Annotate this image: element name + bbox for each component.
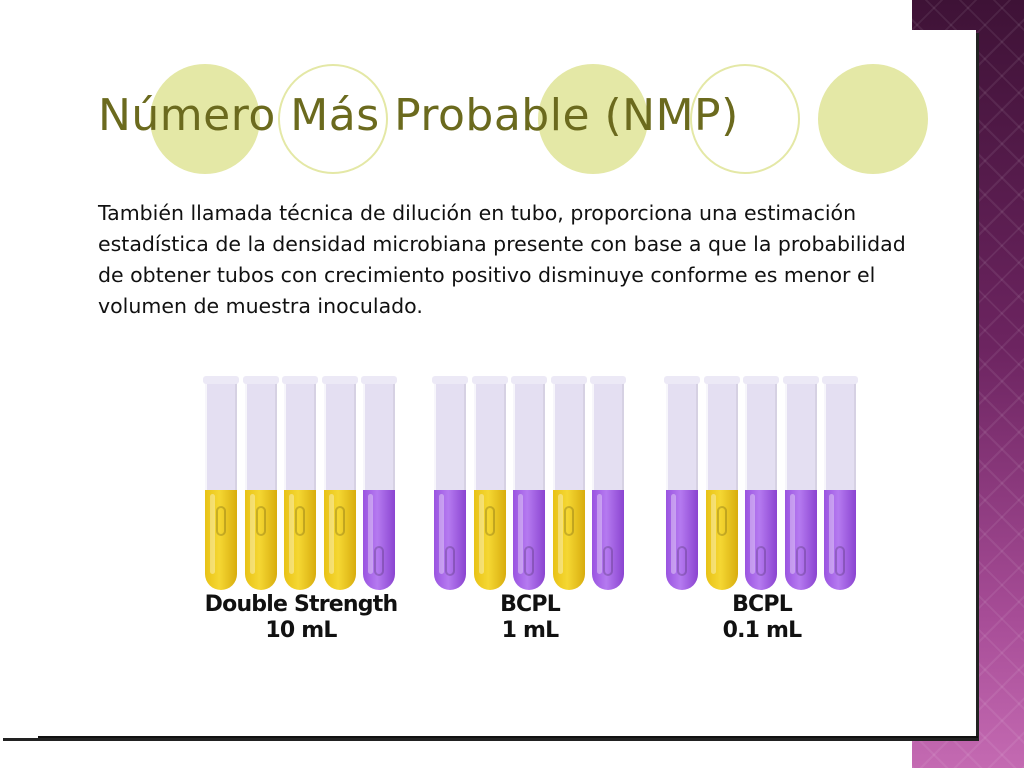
tube-liquid (666, 490, 698, 590)
durham-tube (334, 506, 345, 536)
durham-tube (835, 546, 845, 576)
durham-tube (716, 506, 727, 536)
durham-tube (374, 546, 384, 576)
tube-rim (432, 376, 468, 384)
durham-tube (524, 546, 534, 576)
test-tube-yellow (203, 376, 239, 590)
tube-liquid (363, 490, 395, 590)
tube-liquid (552, 490, 585, 590)
tube-rim (743, 376, 779, 384)
test-tube-yellow (471, 376, 508, 590)
tube-rim (511, 376, 547, 384)
tube-liquid (513, 490, 545, 590)
test-tube-purple (822, 376, 858, 590)
tube-group-label: Double Strength 10 mL (191, 592, 411, 644)
durham-tube (603, 546, 613, 576)
tube-rim (550, 376, 587, 384)
test-tube-yellow (550, 376, 587, 590)
decor-circle-3 (538, 64, 648, 174)
test-tube-yellow (282, 376, 318, 590)
tube-liquid (244, 490, 277, 590)
liquid-highlight (518, 494, 523, 574)
group-label-volume: 10 mL (265, 618, 337, 643)
bottom-rule (38, 736, 978, 738)
group-label-volume: 1 mL (501, 618, 560, 643)
liquid-highlight (289, 494, 294, 574)
decor-circle-4 (690, 64, 800, 174)
liquid-highlight (249, 494, 255, 574)
tube-rim (590, 376, 626, 384)
group-label-medium: BCPL (732, 592, 793, 617)
durham-tube (295, 506, 305, 536)
decor-circle-2 (278, 64, 388, 174)
test-tube-yellow (242, 376, 279, 590)
durham-tube (216, 506, 226, 536)
tube-rim (282, 376, 318, 384)
liquid-highlight (328, 494, 334, 574)
liquid-highlight (750, 494, 755, 574)
group-label-volume: 0.1 mL (722, 618, 803, 643)
durham-tube (677, 546, 687, 576)
slide-body-text: También llamada técnica de dilución en t… (98, 201, 906, 318)
test-tube-yellow (703, 376, 740, 590)
durham-tube (563, 506, 574, 536)
group-label-medium: Double Strength (204, 592, 398, 617)
group-label-medium: BCPL (500, 592, 561, 617)
tube-rim (242, 376, 279, 384)
tube-liquid (434, 490, 466, 590)
tube-rim (703, 376, 740, 384)
tube-rim (361, 376, 397, 384)
tube-group-label: BCPL 0.1 mL (652, 592, 872, 644)
durham-tube (445, 546, 455, 576)
slide-title: Número Más Probable (NMP) (98, 90, 739, 141)
liquid-highlight (210, 494, 215, 574)
liquid-highlight (597, 494, 602, 574)
tube-rim (203, 376, 239, 384)
test-tube-purple (782, 376, 819, 590)
liquid-highlight (368, 494, 373, 574)
tube-liquid (205, 490, 237, 590)
test-tube-purple (432, 376, 468, 590)
liquid-highlight (439, 494, 444, 574)
test-tube-purple (664, 376, 700, 590)
durham-tube (484, 506, 495, 536)
liquid-highlight (789, 494, 795, 574)
tube-rim (471, 376, 508, 384)
tube-liquid (473, 490, 506, 590)
decor-circle-1 (150, 64, 260, 174)
tube-liquid (592, 490, 624, 590)
tube-liquid (705, 490, 738, 590)
tube-liquid (284, 490, 316, 590)
tube-group-label: BCPL 1 mL (420, 592, 640, 644)
tube-rim (822, 376, 858, 384)
test-tube-yellow (321, 376, 358, 590)
tube-liquid (824, 490, 856, 590)
test-tube-purple (743, 376, 779, 590)
tube-liquid (323, 490, 356, 590)
tube-rim (782, 376, 819, 384)
tube-liquid (784, 490, 817, 590)
liquid-highlight (710, 494, 716, 574)
tube-rim (664, 376, 700, 384)
durham-tube (255, 506, 266, 536)
tube-rim (321, 376, 358, 384)
tube-liquid (745, 490, 777, 590)
durham-tube (756, 546, 766, 576)
liquid-highlight (829, 494, 834, 574)
decor-circle-5 (818, 64, 928, 174)
durham-tube (795, 546, 806, 576)
liquid-highlight (478, 494, 484, 574)
test-tube-purple (511, 376, 547, 590)
test-tube-purple (590, 376, 626, 590)
liquid-highlight (557, 494, 563, 574)
test-tube-purple (361, 376, 397, 590)
liquid-highlight (671, 494, 676, 574)
